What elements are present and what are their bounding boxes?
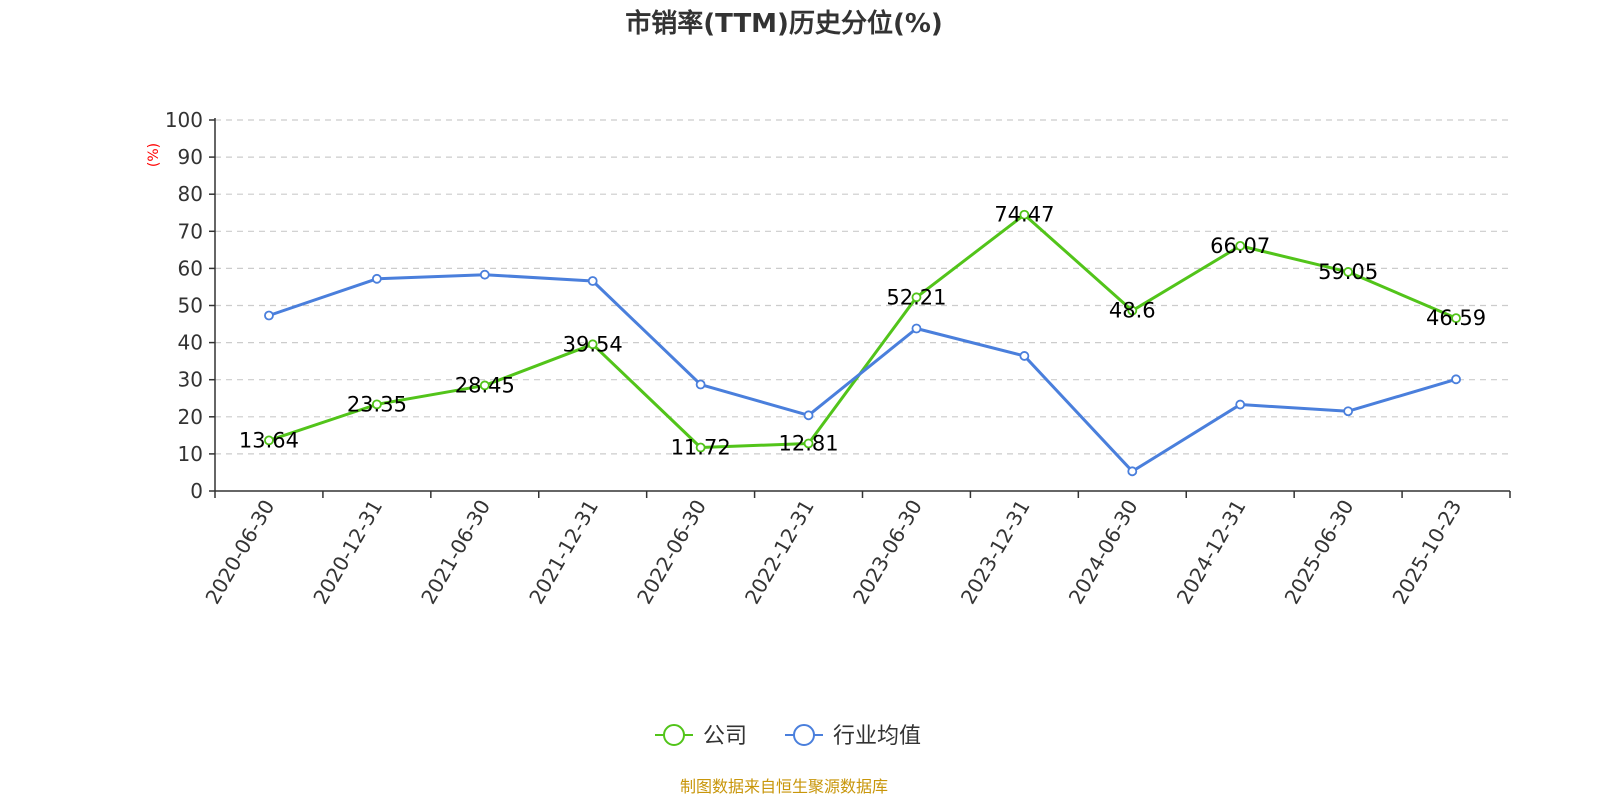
data-point (1343, 267, 1354, 277)
data-label: 23.35 (347, 392, 407, 416)
data-point (1451, 313, 1461, 324)
data-point (264, 310, 274, 321)
data-point (695, 379, 706, 390)
y-axis-label: (%) (146, 143, 162, 167)
chart-title: 市销率(TTM)历史分位(%) (625, 8, 943, 39)
y-tick-label: 40 (178, 331, 203, 355)
legend-label: 公司 (703, 724, 747, 749)
data-point (587, 339, 598, 350)
data-point (1019, 351, 1030, 361)
legend-item[interactable]: 公司 (655, 724, 747, 749)
data-label: 52.21 (886, 285, 946, 309)
data-point (803, 410, 814, 421)
x-tick-label: 2025-10-23 (1387, 496, 1466, 609)
legend-marker (663, 724, 685, 746)
x-tick-label: 2020-06-30 (200, 496, 279, 609)
data-point (1451, 374, 1461, 385)
x-tick-label: 2023-06-30 (848, 495, 927, 608)
data-label: 39.54 (563, 332, 623, 356)
data-point (1127, 466, 1138, 477)
legend-item[interactable]: 行业均值 (785, 724, 921, 749)
data-label: 74.47 (994, 203, 1054, 227)
data-point (479, 269, 490, 280)
legend-label: 行业均值 (833, 724, 921, 749)
data-label: 28.45 (455, 373, 515, 397)
x-tick-label: 2021-06-30 (416, 495, 495, 608)
data-point (1343, 406, 1354, 417)
data-point (1019, 209, 1030, 220)
data-point (1127, 305, 1138, 316)
data-label: 13.64 (239, 428, 299, 452)
legend-marker (793, 724, 815, 746)
x-tick-label: 2024-06-30 (1064, 496, 1143, 609)
series-line-1 (268, 273, 1457, 473)
data-label: 48.6 (1109, 299, 1156, 323)
y-tick-label: 20 (178, 405, 203, 429)
data-point (587, 276, 598, 286)
series-line-0 (268, 213, 1457, 450)
y-tick-label: 50 (178, 294, 203, 318)
x-tick-label: 2022-06-30 (632, 496, 711, 609)
y-tick-label: 90 (178, 145, 203, 169)
x-tick-label: 2023-12-31 (956, 496, 1035, 609)
data-point (1235, 240, 1246, 251)
data-point (803, 438, 814, 449)
x-tick-label: 2024-12-31 (1172, 496, 1251, 609)
series-lines (264, 209, 1461, 477)
legend[interactable]: 公司 行业均值 (655, 724, 921, 749)
data-point (911, 323, 922, 334)
y-tick-label: 0 (190, 479, 203, 503)
x-tick-label: 2021-12-31 (524, 496, 603, 609)
data-labels: 13.64 23.35 28.45 39.54 11.72 12.81 52.21 74.47… (239, 203, 1486, 460)
axes: 0 10 20 30 40 50 60 70 80 90 100 2020-06-30 2020-12-… (165, 108, 1511, 609)
y-tick-label: 60 (178, 256, 203, 280)
data-point (371, 399, 382, 410)
data-point (264, 435, 274, 446)
source-note: 制图数据来自恒生聚源数据库 (680, 777, 888, 796)
y-tick-label: 30 (178, 368, 203, 392)
data-point (371, 273, 382, 284)
data-label: 11.72 (671, 436, 731, 460)
x-tick-label: 2022-12-31 (740, 496, 819, 609)
y-tick-label: 80 (178, 182, 203, 206)
y-tick-label: 70 (178, 219, 203, 243)
x-tick-label: 2025-06-30 (1280, 496, 1359, 609)
data-label: 12.81 (778, 431, 838, 455)
y-tick-label: 100 (165, 108, 203, 132)
data-point (479, 380, 490, 391)
x-tick-label: 2020-12-31 (308, 496, 387, 609)
data-point (695, 442, 706, 453)
gridlines (215, 119, 1510, 455)
y-tick-label: 10 (178, 442, 203, 466)
data-label: 66.07 (1210, 234, 1270, 258)
data-label: 59.05 (1318, 260, 1378, 284)
data-point (911, 292, 922, 303)
data-point (1235, 399, 1246, 410)
data-label: 46.59 (1426, 306, 1486, 330)
